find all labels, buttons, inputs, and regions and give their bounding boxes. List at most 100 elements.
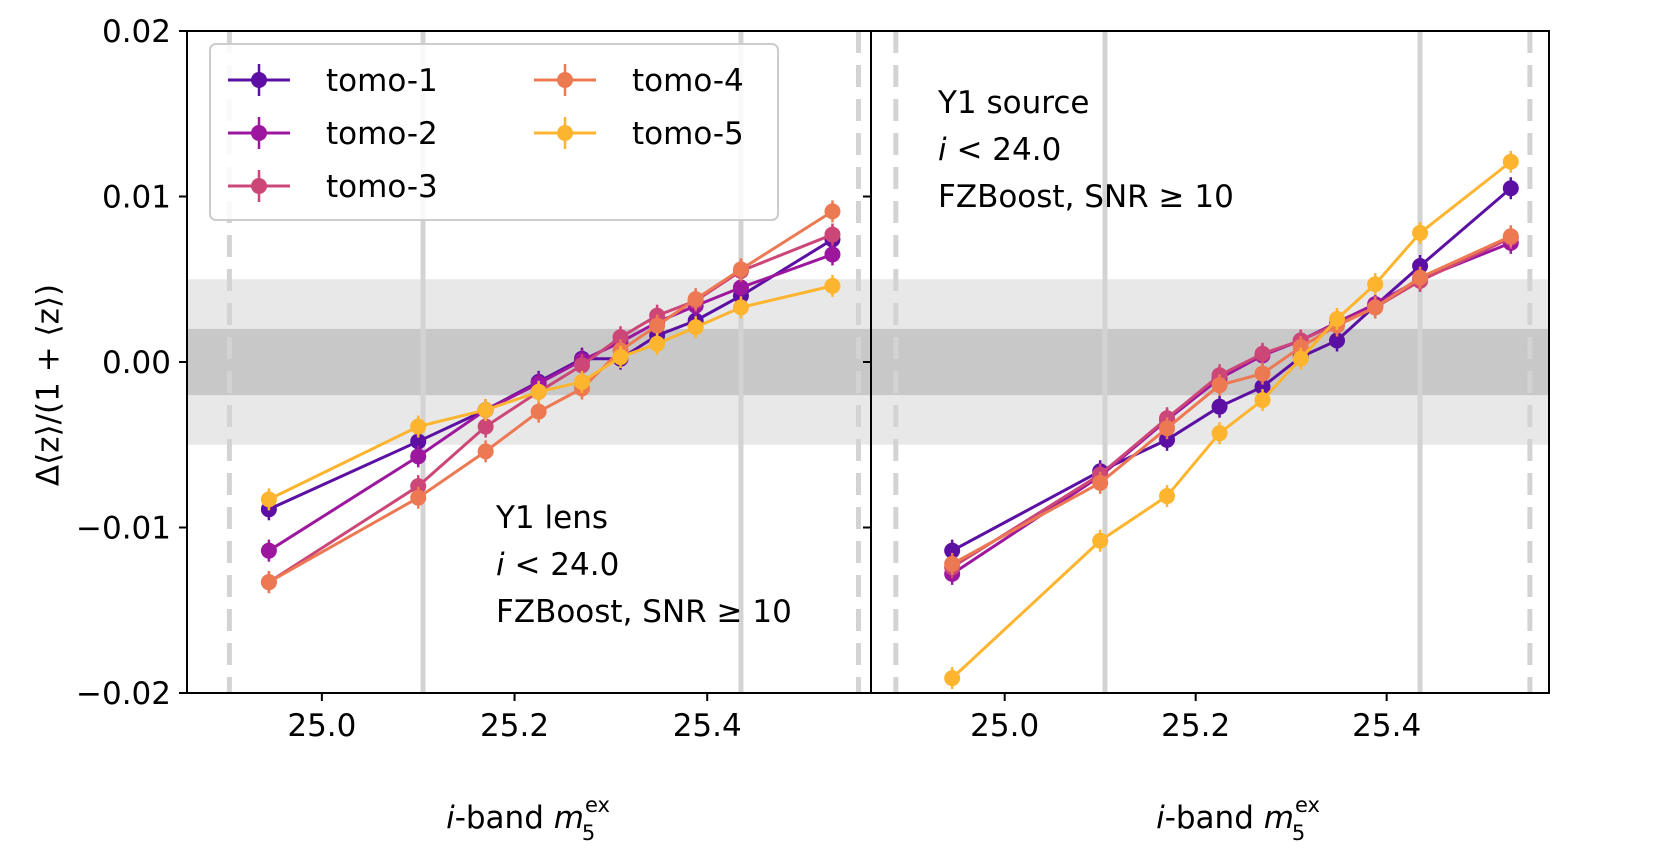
x-tick-label: 25.0 — [970, 708, 1039, 744]
data-point-tomo-4 — [1211, 377, 1228, 394]
annotation-rest: < 24.0 — [947, 132, 1062, 168]
legend-swatch-marker — [557, 72, 573, 88]
data-point-tomo-3 — [477, 418, 494, 435]
data-point-tomo-3 — [824, 226, 841, 243]
data-point-tomo-1 — [1211, 398, 1228, 415]
legend-label: tomo-3 — [326, 169, 438, 205]
data-point-tomo-4 — [649, 317, 666, 334]
data-point-tomo-3 — [573, 357, 590, 374]
series-line-tomo-1 — [268, 238, 834, 511]
data-point-tomo-5 — [410, 418, 427, 435]
annotation-line: i < 24.0 — [938, 132, 1061, 168]
legend-frame — [209, 43, 779, 221]
y-tick-label: 0.00 — [102, 345, 171, 381]
data-point-tomo-2 — [410, 448, 427, 465]
data-point-tomo-4 — [1412, 269, 1429, 286]
legend-swatch-marker — [251, 72, 267, 88]
data-point-tomo-4 — [1092, 474, 1109, 491]
x-tick-label: 25.0 — [287, 708, 356, 744]
data-point-tomo-5 — [612, 349, 629, 366]
panel-source: 25.0 25.2 25.4 Y1 source i < 24.0 FZBoost, SN… — [863, 30, 1550, 744]
data-point-tomo-1 — [410, 433, 427, 450]
data-point-tomo-1 — [1329, 332, 1346, 349]
legend-swatch-marker — [557, 125, 573, 141]
legend-label: tomo-5 — [632, 116, 744, 152]
data-point-tomo-5 — [260, 491, 277, 508]
data-point-tomo-5 — [1292, 350, 1309, 367]
data-point-tomo-4 — [530, 403, 547, 420]
plot-area — [187, 31, 871, 693]
data-point-tomo-1 — [1254, 378, 1271, 395]
x-tick-label: 25.2 — [1161, 708, 1230, 744]
data-point-tomo-2 — [824, 246, 841, 263]
data-point-tomo-5 — [530, 383, 547, 400]
data-point-tomo-5 — [649, 335, 666, 352]
data-point-tomo-5 — [477, 401, 494, 418]
data-point-tomo-4 — [687, 291, 704, 308]
data-point-tomo-5 — [1502, 153, 1519, 170]
data-point-tomo-4 — [1254, 365, 1271, 382]
data-point-tomo-4 — [1502, 228, 1519, 245]
series-line-tomo-5 — [268, 284, 833, 501]
data-point-tomo-2 — [732, 279, 749, 296]
data-point-tomo-5 — [1159, 488, 1176, 505]
data-point-tomo-5 — [1329, 310, 1346, 327]
x-tick-label: 25.4 — [673, 708, 742, 744]
data-point-tomo-4 — [410, 489, 427, 506]
y-axis-label: Δ⟨z⟩/(1 + ⟨z⟩) — [31, 284, 67, 486]
y-tick-label: 0.01 — [102, 180, 171, 216]
annotation-line: FZBoost, SNR ≥ 10 — [496, 594, 792, 630]
annotation-line: Y1 source — [937, 85, 1089, 121]
y-tick-label: −0.02 — [76, 676, 171, 712]
data-point-tomo-5 — [824, 277, 841, 294]
data-point-tomo-4 — [732, 261, 749, 278]
annotation-italic: i — [938, 132, 947, 168]
data-point-tomo-5 — [687, 319, 704, 336]
data-point-tomo-1 — [1159, 431, 1176, 448]
data-point-tomo-4 — [944, 555, 961, 572]
x-tick-label: 25.4 — [1352, 708, 1421, 744]
data-point-tomo-3 — [1254, 345, 1271, 362]
data-point-tomo-3 — [410, 478, 427, 495]
legend-label: tomo-1 — [326, 63, 438, 99]
data-point-tomo-5 — [1367, 276, 1384, 293]
data-point-tomo-5 — [1254, 392, 1271, 409]
data-point-tomo-1 — [1502, 180, 1519, 197]
data-point-tomo-5 — [573, 373, 590, 390]
inner-band — [187, 328, 871, 396]
x-axis-label-lens: i-band mex 5 — [446, 793, 610, 845]
data-point-tomo-5 — [1092, 532, 1109, 549]
legend-swatch-marker — [251, 125, 267, 141]
annotation-italic: i — [496, 547, 505, 583]
data-point-tomo-2 — [260, 542, 277, 559]
data-point-tomo-5 — [944, 670, 961, 687]
annotation-rest: < 24.0 — [505, 547, 620, 583]
data-point-tomo-5 — [732, 299, 749, 316]
panel-lens: 25.0 25.2 25.4 −0.02 −0.01 0.00 0.01 0.02 Y1 len… — [76, 14, 872, 744]
y-tick-label: −0.01 — [76, 511, 171, 547]
y-tick-label: 0.02 — [102, 14, 171, 50]
data-point-tomo-5 — [1211, 425, 1228, 442]
data-point-tomo-4 — [1367, 299, 1384, 316]
plot-area — [871, 31, 1549, 693]
data-point-tomo-1 — [1412, 258, 1429, 275]
legend: tomo-1 tomo-2 tomo-3 tomo-4 tomo-5 — [209, 43, 779, 221]
data-point-tomo-3 — [612, 329, 629, 346]
series-line-tomo-5 — [951, 160, 1512, 680]
data-point-tomo-4 — [1292, 339, 1309, 356]
x-tick-label: 25.2 — [480, 708, 549, 744]
series-line-tomo-4 — [951, 234, 1512, 566]
legend-swatch-marker — [251, 178, 267, 194]
legend-label: tomo-4 — [632, 63, 744, 99]
x-axis-label-source: i-band mex 5 — [1156, 793, 1320, 845]
annotation-line: i < 24.0 — [496, 547, 619, 583]
data-point-tomo-5 — [1412, 224, 1429, 241]
annotation-line: Y1 lens — [495, 500, 608, 536]
annotation-line: FZBoost, SNR ≥ 10 — [938, 179, 1234, 215]
data-point-tomo-1 — [944, 542, 961, 559]
legend-label: tomo-2 — [326, 116, 438, 152]
data-point-tomo-4 — [824, 203, 841, 220]
data-point-tomo-4 — [477, 443, 494, 460]
data-point-tomo-4 — [1159, 420, 1176, 437]
